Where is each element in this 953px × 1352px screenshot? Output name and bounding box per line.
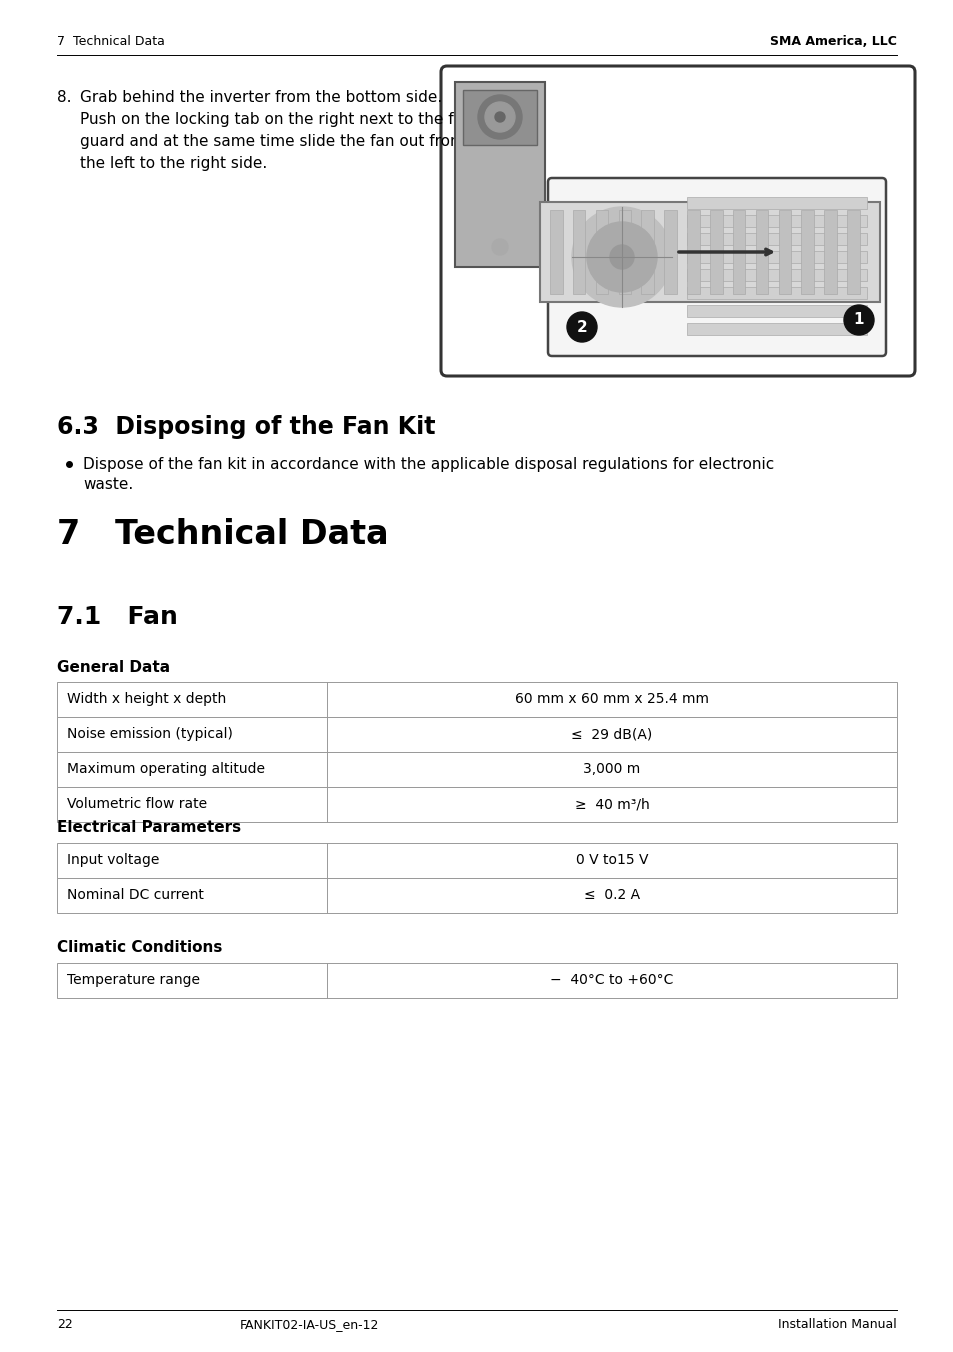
Bar xyxy=(550,210,562,293)
Text: 0 V to15 V: 0 V to15 V xyxy=(576,853,648,867)
Bar xyxy=(709,210,721,293)
Bar xyxy=(732,210,744,293)
Bar xyxy=(846,210,859,293)
Text: Nominal DC current: Nominal DC current xyxy=(67,888,204,902)
Circle shape xyxy=(572,207,671,307)
Bar xyxy=(57,787,896,822)
Circle shape xyxy=(609,245,634,269)
Circle shape xyxy=(566,312,597,342)
Text: 6.3  Disposing of the Fan Kit: 6.3 Disposing of the Fan Kit xyxy=(57,415,435,439)
Circle shape xyxy=(843,306,873,335)
FancyBboxPatch shape xyxy=(440,66,914,376)
Bar xyxy=(663,210,676,293)
Bar xyxy=(686,251,866,264)
Text: Climatic Conditions: Climatic Conditions xyxy=(57,940,222,955)
Text: ≤  0.2 A: ≤ 0.2 A xyxy=(583,888,639,902)
Text: 60 mm x 60 mm x 25.4 mm: 60 mm x 60 mm x 25.4 mm xyxy=(515,692,708,706)
Bar xyxy=(618,210,631,293)
Bar xyxy=(823,210,836,293)
Circle shape xyxy=(484,101,515,132)
Text: waste.: waste. xyxy=(83,477,133,492)
Text: the left to the right side.: the left to the right side. xyxy=(80,155,267,170)
Bar xyxy=(778,210,790,293)
Bar xyxy=(57,963,896,998)
Bar xyxy=(455,82,544,266)
Bar xyxy=(686,233,866,245)
Bar xyxy=(539,201,879,301)
Bar xyxy=(686,269,866,281)
Text: 2: 2 xyxy=(576,319,587,334)
Text: Width x height x depth: Width x height x depth xyxy=(67,692,226,706)
Text: SMA America, LLC: SMA America, LLC xyxy=(769,35,896,49)
Text: −  40°C to +60°C: − 40°C to +60°C xyxy=(550,973,673,987)
Bar xyxy=(595,210,608,293)
Text: Dispose of the fan kit in accordance with the applicable disposal regulations fo: Dispose of the fan kit in accordance wit… xyxy=(83,457,774,472)
Text: Push on the locking tab on the right next to the fan: Push on the locking tab on the right nex… xyxy=(80,112,472,127)
Text: ≥  40 m³/h: ≥ 40 m³/h xyxy=(574,796,649,811)
Text: Temperature range: Temperature range xyxy=(67,973,200,987)
Text: 3,000 m: 3,000 m xyxy=(583,763,640,776)
Bar xyxy=(57,717,896,752)
Text: Grab behind the inverter from the bottom side.: Grab behind the inverter from the bottom… xyxy=(80,91,442,105)
Text: Noise emission (typical): Noise emission (typical) xyxy=(67,727,233,741)
Bar xyxy=(686,306,866,316)
Bar xyxy=(686,210,699,293)
Bar xyxy=(686,197,866,210)
Text: 1: 1 xyxy=(853,312,863,327)
Text: guard and at the same time slide the fan out from: guard and at the same time slide the fan… xyxy=(80,134,464,149)
Bar xyxy=(57,844,896,877)
Text: Volumetric flow rate: Volumetric flow rate xyxy=(67,796,207,811)
FancyBboxPatch shape xyxy=(547,178,885,356)
Text: Electrical Parameters: Electrical Parameters xyxy=(57,821,241,836)
Bar xyxy=(57,752,896,787)
Bar xyxy=(686,323,866,335)
Text: 8.: 8. xyxy=(57,91,71,105)
Text: 7  Technical Data: 7 Technical Data xyxy=(57,35,165,49)
Text: Maximum operating altitude: Maximum operating altitude xyxy=(67,763,265,776)
Text: 22: 22 xyxy=(57,1318,72,1330)
Text: Input voltage: Input voltage xyxy=(67,853,159,867)
Circle shape xyxy=(495,112,504,122)
Text: 7   Technical Data: 7 Technical Data xyxy=(57,518,388,552)
Circle shape xyxy=(477,95,521,139)
Text: FANKIT02-IA-US_en-12: FANKIT02-IA-US_en-12 xyxy=(240,1318,379,1330)
Bar xyxy=(57,877,896,913)
Bar xyxy=(57,681,896,717)
Text: ≤  29 dB(A): ≤ 29 dB(A) xyxy=(571,727,652,741)
Bar xyxy=(686,215,866,227)
Bar xyxy=(755,210,767,293)
Bar xyxy=(462,91,537,145)
Text: General Data: General Data xyxy=(57,660,170,675)
Bar xyxy=(801,210,813,293)
Bar xyxy=(640,210,654,293)
Circle shape xyxy=(586,222,657,292)
Bar xyxy=(572,210,585,293)
Text: 7.1   Fan: 7.1 Fan xyxy=(57,604,177,629)
Bar xyxy=(686,287,866,299)
Circle shape xyxy=(492,239,507,256)
Text: Installation Manual: Installation Manual xyxy=(778,1318,896,1330)
